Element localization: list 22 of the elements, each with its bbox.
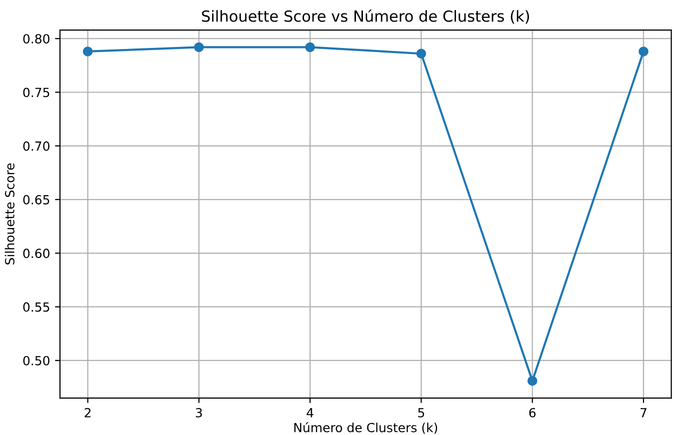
point (416, 48, 426, 58)
x-tick-label: 4 (306, 408, 314, 418)
x-tick-label: 7 (640, 408, 646, 418)
x-tick-label: 3 (196, 408, 202, 418)
x-tick-label: 2 (84, 408, 90, 418)
x-tick-label: 6 (529, 408, 536, 418)
y-tick-label: 0.65 (23, 195, 50, 204)
point (305, 42, 315, 52)
x-tick-label: 5 (418, 408, 424, 418)
chart-title: Silhouette Score vs Número de Clusters (k) (202, 9, 529, 24)
y-tick-label: 0.75 (23, 88, 50, 98)
x-axis-title: Número de Clusters (k) (294, 422, 438, 434)
y-tick-label: 0.80 (23, 34, 50, 44)
y-axis-title: Silhouette Score (4, 163, 14, 264)
point (194, 42, 204, 52)
point (528, 376, 538, 386)
y-tick-label: 0.70 (23, 141, 50, 151)
point (82, 46, 93, 56)
y-tick-label: 0.50 (23, 356, 50, 366)
point (638, 46, 648, 56)
y-tick-label: 0.60 (23, 248, 50, 258)
y-tick-label: 0.55 (23, 302, 50, 312)
